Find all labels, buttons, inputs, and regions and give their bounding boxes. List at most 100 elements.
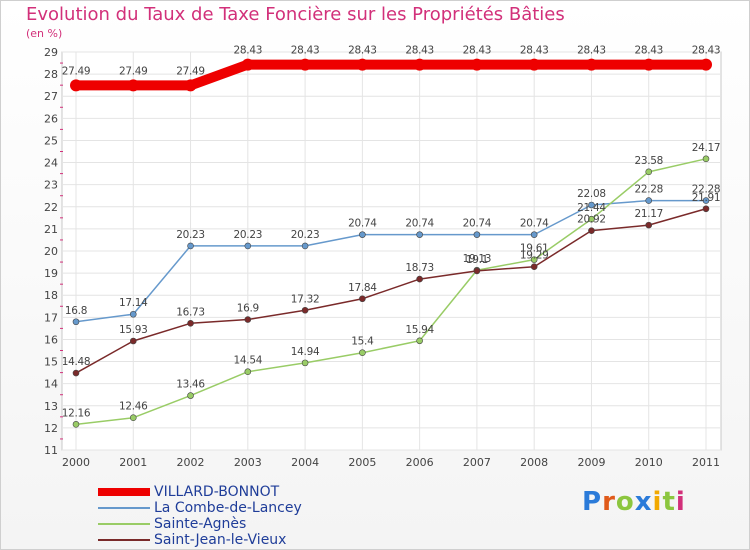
legend-swatch xyxy=(98,539,150,541)
series-point xyxy=(416,231,423,238)
data-label: 12.16 xyxy=(62,407,91,419)
series-point xyxy=(588,227,595,234)
x-tick-label: 2006 xyxy=(406,456,434,469)
series-point xyxy=(129,337,137,345)
data-label: 14.94 xyxy=(291,346,320,358)
logo-letter: i xyxy=(652,487,663,517)
y-tick-label: 27 xyxy=(44,90,58,103)
series-point xyxy=(416,337,423,345)
series-point xyxy=(72,369,80,377)
series-point xyxy=(530,263,538,270)
y-tick-label: 26 xyxy=(44,112,58,125)
data-label: 22.28 xyxy=(692,184,721,196)
legend-label: La Combe-de-Lancey xyxy=(154,500,302,516)
series-point xyxy=(473,231,481,238)
data-label: 28.43 xyxy=(405,45,434,57)
series-point xyxy=(187,320,194,327)
data-label: 28.43 xyxy=(291,45,320,57)
data-label: 27.49 xyxy=(176,65,205,77)
series-point xyxy=(241,58,254,71)
data-label: 13.46 xyxy=(176,379,205,391)
data-label: 23.58 xyxy=(634,155,663,167)
series-line-3 xyxy=(75,158,707,426)
series-point xyxy=(528,58,541,71)
logo-letter: o xyxy=(615,487,635,517)
legend-label: Saint-Jean-le-Vieux xyxy=(154,532,287,548)
series-point xyxy=(470,58,483,71)
chart-title: Evolution du Taux de Taxe Foncière sur l… xyxy=(26,4,565,25)
y-tick-label: 23 xyxy=(44,179,58,192)
data-label: 12.46 xyxy=(119,401,148,413)
series-point xyxy=(588,201,595,209)
series-point xyxy=(530,231,538,238)
series-point xyxy=(645,197,653,204)
data-label: 28.43 xyxy=(692,45,721,57)
data-label: 17.32 xyxy=(291,293,320,305)
series-point xyxy=(702,155,710,163)
data-label: 19.61 xyxy=(520,243,549,255)
legend-label: Sainte-Agnès xyxy=(154,516,247,532)
data-label: 24.17 xyxy=(692,142,721,154)
data-label: 28.43 xyxy=(348,45,377,57)
logo-letter: P xyxy=(582,487,603,517)
series-point xyxy=(359,231,366,238)
data-label: 19.13 xyxy=(463,253,492,265)
y-tick-label: 28 xyxy=(44,68,58,81)
data-label: 27.49 xyxy=(62,65,91,77)
x-tick-label: 2001 xyxy=(119,456,147,469)
series-point xyxy=(700,58,712,71)
y-tick-label: 21 xyxy=(44,223,58,236)
x-tick-label: 2009 xyxy=(577,456,605,469)
legend-swatch xyxy=(98,488,150,496)
data-label: 20.23 xyxy=(234,229,263,241)
data-label: 16.9 xyxy=(237,303,259,315)
x-tick-label: 2000 xyxy=(62,456,90,469)
logo-letter: t xyxy=(662,487,676,517)
y-tick-label: 14 xyxy=(44,378,58,391)
data-label: 27.49 xyxy=(119,65,148,77)
x-tick-label: 2005 xyxy=(348,456,376,469)
series-line-2 xyxy=(75,199,707,323)
x-tick-label: 2007 xyxy=(463,456,491,469)
unit-label: (en %) xyxy=(26,27,63,40)
data-label: 20.92 xyxy=(577,214,606,226)
data-label: 15.4 xyxy=(351,336,374,348)
data-label: 21.44 xyxy=(577,202,606,214)
data-label: 22.28 xyxy=(634,184,663,196)
data-label: 18.73 xyxy=(405,262,434,274)
legend-swatch xyxy=(98,523,150,525)
y-tick-label: 24 xyxy=(44,157,58,170)
y-tick-label: 16 xyxy=(44,333,58,346)
x-tick-label: 2003 xyxy=(234,456,262,469)
series-point xyxy=(530,256,538,263)
series-line-1 xyxy=(71,59,711,91)
proxiti-logo: Proxiti xyxy=(582,487,686,517)
data-label: 16.8 xyxy=(65,305,87,317)
data-label: 22.08 xyxy=(577,188,606,200)
data-label: 17.84 xyxy=(348,282,377,294)
data-label: 14.54 xyxy=(234,355,263,367)
data-label: 28.43 xyxy=(234,45,263,57)
data-label: 28.43 xyxy=(634,45,663,57)
series-point xyxy=(359,349,366,357)
series-point xyxy=(585,58,598,71)
legend-label: VILLARD-BONNOT xyxy=(154,484,280,500)
data-label: 16.73 xyxy=(176,306,205,318)
data-label: 19.1 xyxy=(466,254,488,266)
series-point xyxy=(129,310,137,318)
y-tick-label: 13 xyxy=(44,400,58,413)
data-label: 20.23 xyxy=(291,229,320,241)
x-tick-label: 2011 xyxy=(692,456,720,469)
y-tick-label: 22 xyxy=(44,201,58,214)
series-point xyxy=(129,414,137,422)
series-point xyxy=(187,392,194,399)
y-tick-label: 20 xyxy=(44,245,58,258)
series-line-4 xyxy=(75,208,707,374)
data-label: 15.93 xyxy=(119,324,148,336)
series-point xyxy=(127,79,140,92)
data-label: 17.14 xyxy=(119,297,148,309)
series-point xyxy=(645,221,653,229)
series-point xyxy=(645,168,653,176)
x-tick-label: 2010 xyxy=(635,456,663,469)
